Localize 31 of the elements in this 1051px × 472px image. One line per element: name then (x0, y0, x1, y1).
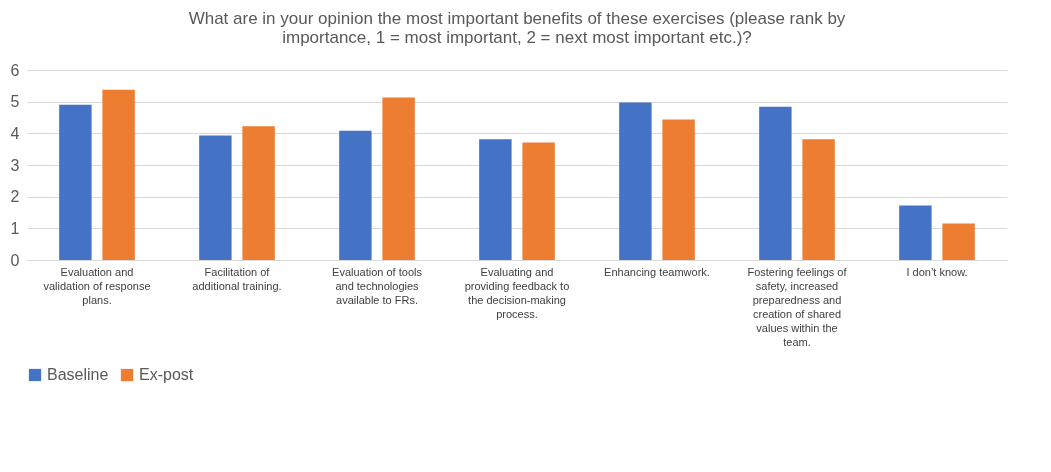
x-tick-label: Evaluation and validation of response plans. (43, 265, 151, 306)
bar (199, 135, 232, 260)
x-tick-label: Facilitation of additional training. (192, 265, 282, 292)
bar (382, 97, 415, 260)
y-tick-label: 0 (10, 251, 20, 269)
y-tick-label: 5 (10, 93, 20, 111)
bar (662, 119, 695, 260)
x-tick-label: I don’t know. (906, 265, 968, 278)
x-tick-label: Evaluation of tools and technologies available to FRs. (332, 265, 423, 306)
bar (802, 139, 835, 260)
bar (899, 205, 932, 260)
bar (59, 104, 92, 260)
x-tick-label: Enhancing teamwork. (604, 265, 710, 278)
bar (942, 223, 975, 260)
y-tick-label: 6 (10, 61, 20, 79)
bar (102, 89, 135, 260)
bar (339, 130, 372, 260)
bar (619, 102, 652, 260)
x-tick-label: Evaluating and providing feedback to the decision-making process. (464, 265, 570, 320)
y-tick-label: 1 (10, 219, 20, 237)
legend-label: Baseline (47, 366, 109, 383)
y-tick-label: 3 (10, 156, 20, 174)
y-tick-label: 4 (10, 124, 20, 142)
bar (242, 126, 275, 260)
chart-title: What are in your opinion the most important benefits of these exercises (please rank by importance, 1 = most important, 2 = next most important etc.)? (188, 9, 846, 47)
x-tick-label: Fostering feelings of safety, increased preparedness and creation of shared values within the team. (747, 265, 848, 348)
bar (522, 142, 555, 260)
legend-label: Ex-post (139, 366, 194, 383)
y-tick-label: 2 (10, 188, 20, 206)
bar (479, 139, 512, 260)
bar (759, 106, 792, 260)
